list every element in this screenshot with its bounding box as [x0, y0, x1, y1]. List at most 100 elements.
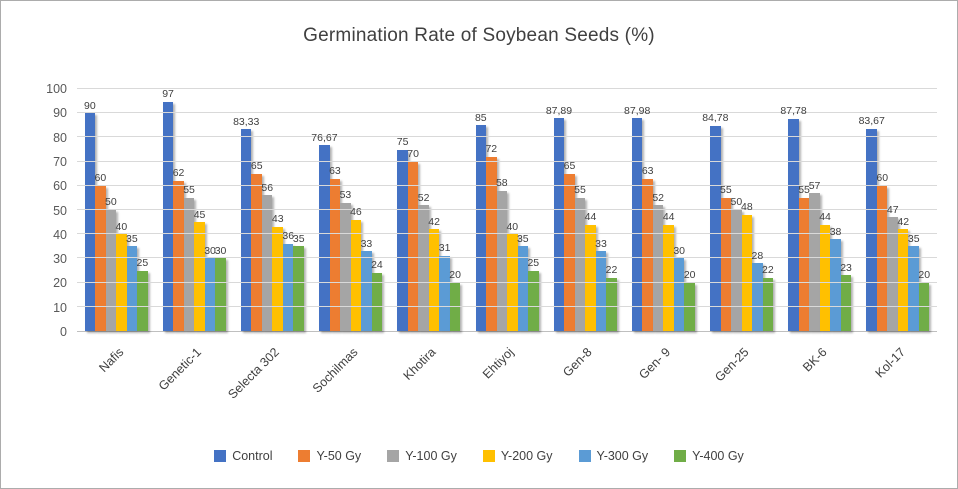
- gridline: [77, 184, 937, 186]
- legend-swatch-icon: [674, 450, 687, 462]
- data-label: 44: [819, 210, 831, 223]
- bar: [652, 205, 664, 331]
- legend-swatch-icon: [387, 450, 400, 462]
- y-tick-label: 70: [53, 154, 67, 169]
- y-tick-label: 20: [53, 276, 67, 291]
- bar: [496, 190, 508, 331]
- bar: [741, 214, 753, 331]
- legend-label: Y-200 Gy: [500, 449, 553, 463]
- category-label: Gen-8: [560, 345, 596, 380]
- bar: [397, 149, 408, 331]
- legend: Control Y-50 Gy Y-100 Gy Y-200 Gy Y-300 Gy Y-…: [1, 449, 957, 463]
- data-label: 65: [250, 160, 263, 173]
- data-label: 40: [506, 220, 519, 233]
- bar-wrap: 52: [652, 89, 664, 331]
- bar-wrap: 58: [495, 89, 508, 331]
- bar: [319, 145, 330, 331]
- bar: [720, 197, 732, 331]
- bar-wrap: 90: [84, 89, 96, 331]
- bar: [710, 125, 721, 331]
- bar-wrap: 62: [173, 89, 184, 331]
- bar-group: 97 62 55 45 30 30: [155, 88, 233, 331]
- legend-label: Y-300 Gy: [596, 449, 649, 463]
- data-label: 58: [495, 177, 508, 190]
- chart-title: Germination Rate of Soybean Seeds (%): [303, 25, 655, 46]
- bar: [897, 229, 909, 331]
- data-label: 55: [574, 184, 586, 197]
- data-label: 70: [407, 148, 419, 161]
- y-tick-label: 90: [53, 106, 67, 121]
- data-label: 87,98: [624, 104, 651, 117]
- bar-wrap: 56: [261, 89, 273, 331]
- bar-wrap: 47: [887, 89, 899, 331]
- bar: [293, 246, 304, 331]
- bar-wrap: 20: [684, 89, 696, 331]
- data-label: 63: [329, 165, 341, 177]
- bar-wrap: 97: [162, 88, 174, 331]
- data-label: 46: [350, 206, 362, 219]
- data-label: 53: [339, 189, 352, 202]
- data-label: 33: [360, 237, 373, 250]
- bar: [663, 224, 674, 331]
- bar-wrap: 33: [595, 89, 607, 331]
- bar-wrap: 57: [809, 89, 820, 331]
- bar: [809, 193, 820, 331]
- bar: [272, 226, 283, 331]
- category-label: Nafis: [95, 345, 126, 376]
- y-tick-label: 40: [53, 227, 67, 242]
- bar: [240, 129, 252, 331]
- bar-wrap: 72: [485, 89, 497, 331]
- category-label: Kol-17: [872, 345, 908, 381]
- bar-wrap: 25: [527, 89, 539, 331]
- data-label: 85: [474, 111, 487, 124]
- legend-swatch-icon: [578, 450, 591, 462]
- bar: [361, 251, 372, 331]
- bar-wrap: 20: [918, 89, 930, 331]
- bar-wrap: 23: [840, 89, 852, 331]
- bar-wrap: 42: [897, 89, 909, 331]
- data-label: 33: [595, 237, 607, 250]
- category-label: Sochilmas: [309, 345, 361, 396]
- bar: [819, 224, 831, 331]
- gridline: [77, 136, 937, 138]
- legend-swatch-icon: [298, 450, 311, 462]
- bar-group: 87,78 55 57 44 38 23: [780, 89, 859, 331]
- legend-item: Y-200 Gy: [482, 449, 553, 463]
- data-label: 55: [798, 184, 810, 197]
- data-label: 63: [641, 165, 654, 177]
- x-axis-labels: Nafis Genetic-1 Selecta 302 Sochilmas Khotir…: [77, 339, 937, 425]
- bar-wrap: 65: [250, 89, 263, 331]
- data-label: 30: [673, 244, 685, 257]
- legend-item: Y-50 Gy: [298, 449, 361, 463]
- data-label: 30: [204, 244, 216, 257]
- data-label: 40: [115, 220, 128, 233]
- data-label: 83,67: [858, 114, 885, 127]
- legend-item: Y-300 Gy: [578, 449, 649, 463]
- bar-group: 87,98 63 52 44 30 20: [624, 89, 702, 331]
- data-label: 62: [172, 167, 185, 180]
- gridline: [77, 233, 937, 235]
- legend-swatch-icon: [214, 450, 227, 462]
- bar-wrap: 43: [272, 89, 284, 331]
- bar-wrap: 30: [673, 89, 685, 331]
- bar: [798, 197, 810, 331]
- bar-wrap: 63: [641, 89, 654, 331]
- gridline: [77, 88, 937, 89]
- bar-wrap: 55: [798, 89, 810, 331]
- data-label: 38: [829, 225, 842, 238]
- data-label: 25: [136, 256, 149, 269]
- bar: [585, 224, 596, 331]
- bar-wrap: 83,33: [233, 89, 259, 331]
- bar-group: 75 70 52 42 31 20: [390, 89, 468, 331]
- data-label: 97: [162, 88, 174, 100]
- bar-wrap: 28: [752, 89, 763, 331]
- bar-wrap: 55: [574, 89, 586, 331]
- category-label: Gen-25: [712, 345, 752, 385]
- data-label: 22: [762, 264, 774, 277]
- bar: [137, 270, 148, 331]
- bar: [752, 263, 763, 331]
- bar-wrap: 30: [215, 89, 226, 331]
- bar-wrap: 33: [361, 89, 372, 331]
- bar: [418, 205, 429, 331]
- bar: [84, 113, 96, 331]
